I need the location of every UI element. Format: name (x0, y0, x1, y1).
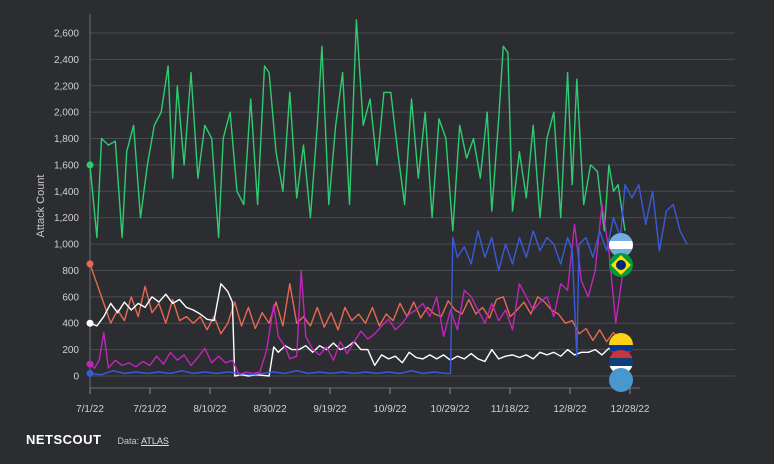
y-tick-label: 2,400 (54, 55, 79, 66)
series-start-point (86, 319, 94, 327)
series-line-1 (89, 19, 626, 239)
brazil-flag-icon (609, 253, 633, 277)
series-lines (86, 19, 688, 377)
series-start-point (86, 369, 94, 377)
x-tick-label: 7/1/22 (76, 404, 104, 415)
series-line-5 (89, 183, 688, 376)
y-tick-label: 1,200 (54, 213, 79, 224)
series-start-point (86, 161, 94, 169)
x-tick-label: 8/30/22 (253, 404, 287, 415)
y-tick-label: 2,200 (54, 81, 79, 92)
y-tick-label: 400 (62, 319, 79, 330)
series-line-2 (89, 263, 621, 343)
y-tick-label: 800 (62, 266, 79, 277)
y-axis: 0 200 400 600 800 1,000 1,200 1,400 1,600 1,800 2,… (54, 14, 91, 388)
y-tick-label: 1,800 (54, 134, 79, 145)
x-axis: 7/1/22 7/21/22 8/10/22 8/30/22 9/19/22 10/9/2… (76, 387, 650, 415)
footer: NETSCOUT Data: ATLAS (26, 432, 169, 447)
x-tick-label: 11/18/22 (491, 404, 530, 415)
gridlines (90, 32, 735, 377)
x-tick-label: 10/29/22 (431, 404, 470, 415)
netscout-logo: NETSCOUT (26, 432, 102, 447)
series-start-point (86, 360, 94, 368)
x-tick-label: 8/10/22 (193, 404, 227, 415)
x-tick-label: 9/19/22 (313, 404, 347, 415)
y-tick-label: 2,000 (54, 108, 79, 119)
x-tick-label: 12/8/22 (553, 404, 587, 415)
data-source: Data: ATLAS (117, 436, 169, 446)
y-axis-title: Attack Count (35, 175, 47, 238)
guatemala-flag-icon (609, 368, 633, 392)
atlas-link[interactable]: ATLAS (141, 436, 169, 446)
x-tick-label: 10/9/22 (373, 404, 407, 415)
x-tick-label: 7/21/22 (133, 404, 167, 415)
y-tick-label: 1,400 (54, 187, 79, 198)
series-start-point (86, 260, 94, 268)
y-tick-label: 1,600 (54, 160, 79, 171)
y-tick-label: 2,600 (54, 29, 79, 40)
x-tick-label: 12/28/22 (611, 404, 650, 415)
y-tick-label: 600 (62, 292, 79, 303)
y-tick-label: 200 (62, 345, 79, 356)
series-line-4 (89, 203, 624, 376)
y-tick-label: 0 (73, 372, 79, 383)
y-tick-label: 1,000 (54, 240, 79, 251)
series-line-3 (89, 283, 623, 377)
country-flags (609, 233, 633, 392)
